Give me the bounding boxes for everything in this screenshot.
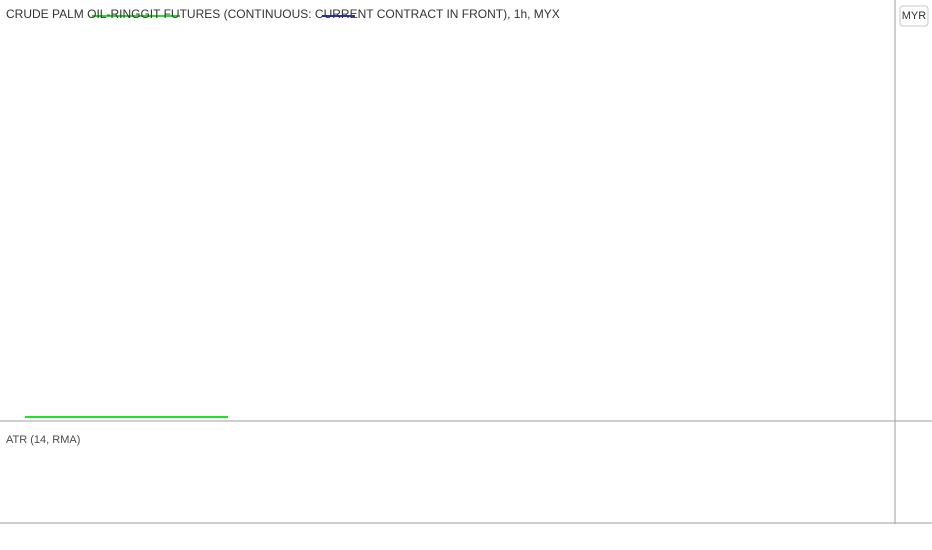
currency-box[interactable] [899, 5, 929, 27]
currency-label[interactable]: MYR [902, 10, 927, 22]
chart-title: CRUDE PALM OIL-RINGGIT FUTURES (CONTINUO… [6, 7, 560, 21]
indicator-label: ATR (14, RMA) [6, 434, 80, 446]
